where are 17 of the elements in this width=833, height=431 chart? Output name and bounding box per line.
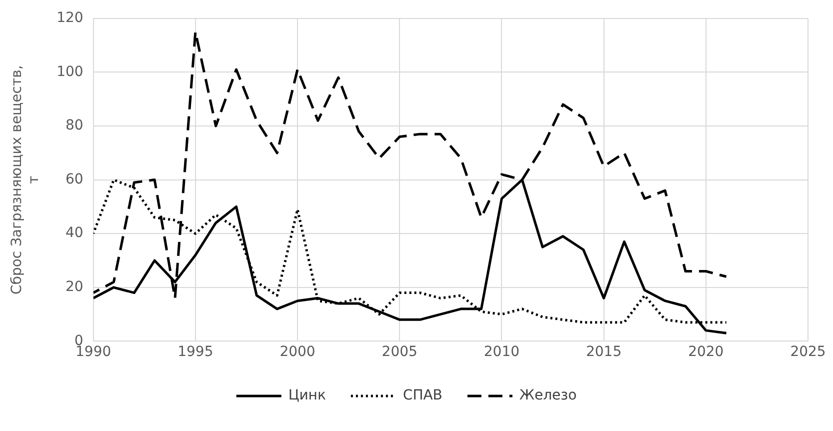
legend-label: Цинк: [288, 388, 326, 404]
x-tick-label: 2000: [280, 344, 316, 360]
x-tick-label: 2020: [688, 344, 724, 360]
y-axis-title: Сброс Загрязняющих веществ, т: [9, 65, 42, 294]
y-tick-label: 120: [56, 10, 84, 26]
x-tick-label: 2005: [382, 344, 418, 360]
y-tick-label: 80: [65, 118, 84, 134]
x-tick-label: 2025: [790, 344, 826, 360]
y-tick-label: 40: [65, 225, 84, 242]
legend-label: Железо: [519, 388, 577, 404]
y-tick-label: 100: [56, 64, 84, 80]
legend-label: СПАВ: [402, 388, 442, 404]
x-tick-label: 1995: [178, 344, 214, 360]
y-tick-label: 60: [65, 171, 84, 188]
y-tick-label: 20: [65, 279, 84, 296]
x-tick-label: 2010: [484, 344, 520, 360]
x-tick-label: 2015: [586, 344, 622, 360]
